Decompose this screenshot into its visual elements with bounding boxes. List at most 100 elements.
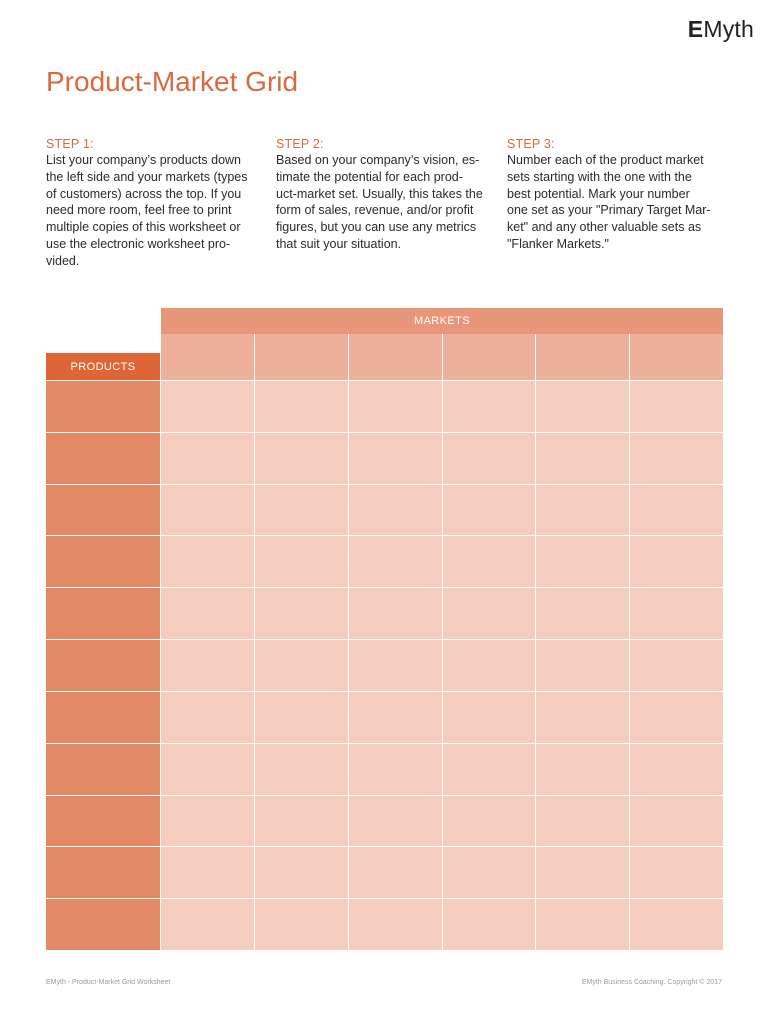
grid-cell[interactable] (253, 795, 348, 847)
grid-cell[interactable] (347, 743, 442, 795)
grid-cell[interactable] (160, 381, 254, 432)
grid-row (46, 898, 723, 950)
grid-cell[interactable] (347, 484, 442, 536)
grid-cell[interactable] (441, 588, 536, 640)
product-cell[interactable] (46, 640, 160, 691)
grid-cell[interactable] (535, 536, 630, 588)
step-2: STEP 2: Based on your company’s vision, … (276, 137, 494, 253)
grid-row (46, 690, 723, 743)
grid-cell[interactable] (441, 847, 536, 899)
product-cell[interactable] (46, 847, 160, 899)
grid-cell[interactable] (347, 899, 442, 950)
grid-cell[interactable] (347, 795, 442, 847)
step-1-text: List your company’s products down the le… (46, 153, 248, 268)
grid-cell[interactable] (160, 640, 254, 691)
product-cell[interactable] (46, 795, 160, 847)
grid-cell[interactable] (347, 432, 442, 484)
grid-cell[interactable] (441, 691, 536, 743)
grid-cell[interactable] (535, 795, 630, 847)
grid-cell[interactable] (441, 432, 536, 484)
grid-cell[interactable] (535, 432, 630, 484)
grid-cell[interactable] (253, 381, 348, 432)
grid-cell[interactable] (629, 795, 723, 847)
grid-cell[interactable] (160, 899, 254, 950)
grid-cell[interactable] (535, 381, 630, 432)
product-cell[interactable] (46, 743, 160, 795)
grid-cell[interactable] (347, 588, 442, 640)
grid-row (46, 794, 723, 847)
grid-cell[interactable] (535, 847, 630, 899)
grid-cell[interactable] (629, 899, 723, 950)
market-header-cell[interactable] (536, 334, 630, 380)
grid-cell[interactable] (347, 691, 442, 743)
grid-cell[interactable] (347, 640, 442, 691)
market-header-cell[interactable] (348, 334, 442, 380)
grid-cell[interactable] (160, 743, 254, 795)
grid-cell[interactable] (160, 691, 254, 743)
grid-row (46, 742, 723, 795)
grid-cell[interactable] (629, 588, 723, 640)
product-cell[interactable] (46, 432, 160, 484)
grid-cell[interactable] (441, 795, 536, 847)
grid-cell[interactable] (629, 536, 723, 588)
grid-cell[interactable] (160, 432, 254, 484)
markets-header: MARKETS (161, 308, 723, 334)
market-header-cell[interactable] (442, 334, 536, 380)
product-cell[interactable] (46, 691, 160, 743)
grid-cell[interactable] (347, 536, 442, 588)
grid-cell[interactable] (441, 640, 536, 691)
grid-row (46, 380, 723, 432)
market-header-cell[interactable] (254, 334, 348, 380)
grid-cell[interactable] (347, 847, 442, 899)
market-header-cell[interactable] (161, 334, 254, 380)
grid-cell[interactable] (629, 743, 723, 795)
grid-cell[interactable] (160, 536, 254, 588)
grid-cell[interactable] (535, 640, 630, 691)
grid-cell[interactable] (629, 847, 723, 899)
step-1-label: STEP 1: (46, 137, 94, 151)
grid-cell[interactable] (160, 588, 254, 640)
markets-header-label: MARKETS (414, 315, 470, 327)
product-cell[interactable] (46, 899, 160, 950)
grid-cell[interactable] (441, 743, 536, 795)
grid-cell[interactable] (629, 691, 723, 743)
grid-cell[interactable] (347, 381, 442, 432)
step-1: STEP 1: List your company’s products dow… (46, 137, 264, 270)
grid-cell[interactable] (253, 899, 348, 950)
product-cell[interactable] (46, 588, 160, 640)
grid-cell[interactable] (253, 536, 348, 588)
grid-cell[interactable] (441, 899, 536, 950)
grid-cell[interactable] (253, 847, 348, 899)
grid-cell[interactable] (253, 588, 348, 640)
grid-row (46, 483, 723, 536)
grid-cell[interactable] (160, 847, 254, 899)
product-cell[interactable] (46, 536, 160, 588)
grid-cell[interactable] (160, 484, 254, 536)
grid-cell[interactable] (441, 484, 536, 536)
footer-left: EMyth - Product-Market Grid Worksheet (46, 979, 171, 986)
grid-cell[interactable] (629, 432, 723, 484)
grid-cell[interactable] (253, 484, 348, 536)
grid-cell[interactable] (253, 640, 348, 691)
grid-cell[interactable] (160, 795, 254, 847)
step-3-text: Number each of the product market sets s… (507, 153, 711, 251)
grid-cell[interactable] (535, 743, 630, 795)
market-column-headers (161, 334, 723, 380)
step-2-label: STEP 2: (276, 137, 324, 151)
grid-cell[interactable] (253, 743, 348, 795)
grid-cell[interactable] (535, 484, 630, 536)
market-header-cell[interactable] (630, 334, 723, 380)
grid-cell[interactable] (253, 432, 348, 484)
grid-cell[interactable] (253, 691, 348, 743)
grid-cell[interactable] (629, 640, 723, 691)
grid-cell[interactable] (441, 381, 536, 432)
product-cell[interactable] (46, 484, 160, 536)
grid-cell[interactable] (535, 588, 630, 640)
grid-cell[interactable] (629, 381, 723, 432)
grid-row (46, 639, 723, 691)
product-cell[interactable] (46, 381, 160, 432)
grid-cell[interactable] (629, 484, 723, 536)
grid-cell[interactable] (535, 899, 630, 950)
grid-cell[interactable] (441, 536, 536, 588)
grid-cell[interactable] (535, 691, 630, 743)
